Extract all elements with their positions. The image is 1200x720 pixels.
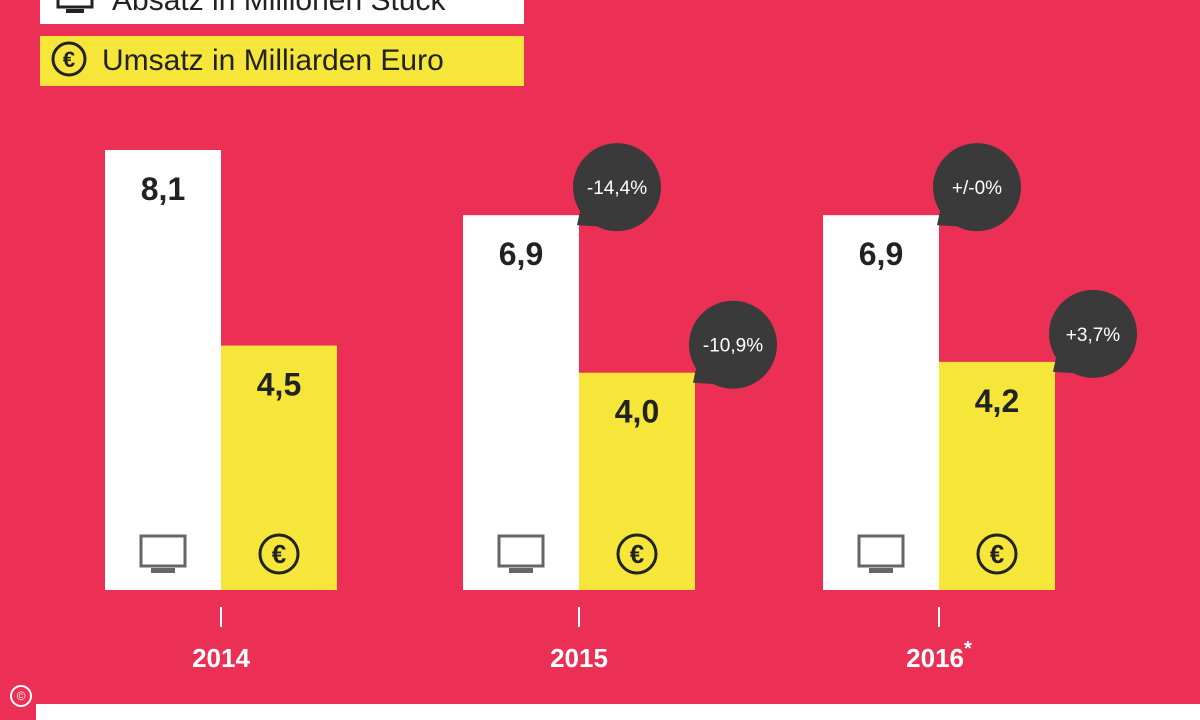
euro-icon: €: [258, 533, 300, 575]
change-label: -10,9%: [703, 336, 763, 357]
value-label: 4,5: [257, 367, 301, 403]
change-label: -14,4%: [587, 178, 647, 199]
change-bubble: +/-0%: [933, 143, 1021, 232]
value-label: 4,2: [975, 383, 1019, 419]
legend-revenue-label: Umsatz in Milliarden Euro: [102, 44, 444, 77]
change-label: +3,7%: [1066, 325, 1121, 346]
legend-units-label: Absatz in Millionen Stück: [112, 0, 446, 17]
svg-text:€: €: [63, 47, 75, 72]
footer-bar: [36, 704, 1200, 720]
euro-icon: €: [616, 533, 658, 575]
bar-revenue-2015: [579, 372, 695, 590]
bar-revenue-2014: [221, 345, 337, 590]
tv-icon: [857, 534, 905, 573]
bar-units-2015: [463, 215, 579, 590]
year-label: 2015: [550, 643, 608, 673]
value-label: 6,9: [859, 236, 903, 272]
bar-revenue-2016: [939, 361, 1055, 590]
svg-text:€: €: [272, 539, 286, 569]
svg-text:€: €: [990, 539, 1004, 569]
change-label: +/-0%: [952, 178, 1002, 199]
euro-icon: €: [976, 533, 1018, 575]
change-bubble: -10,9%: [689, 300, 777, 389]
value-label: 8,1: [141, 171, 185, 207]
svg-text:€: €: [630, 539, 644, 569]
change-bubble: -14,4%: [573, 143, 661, 232]
year-label: 2016*: [906, 638, 972, 673]
legend-revenue: € Umsatz in Milliarden Euro: [40, 36, 524, 86]
value-label: 6,9: [499, 236, 543, 272]
legend-units: Absatz in Millionen Stück: [40, 0, 524, 24]
value-label: 4,0: [615, 394, 659, 430]
tv-icon: [139, 534, 187, 573]
bar-units-2016: [823, 215, 939, 590]
euro-icon: €: [50, 40, 88, 83]
bar-units-2014: [105, 150, 221, 590]
copyright-icon: ©: [10, 685, 32, 707]
tv-icon: [56, 0, 94, 20]
tv-icon: [497, 534, 545, 573]
change-bubble: +3,7%: [1049, 289, 1137, 378]
year-label: 2014: [192, 643, 250, 673]
